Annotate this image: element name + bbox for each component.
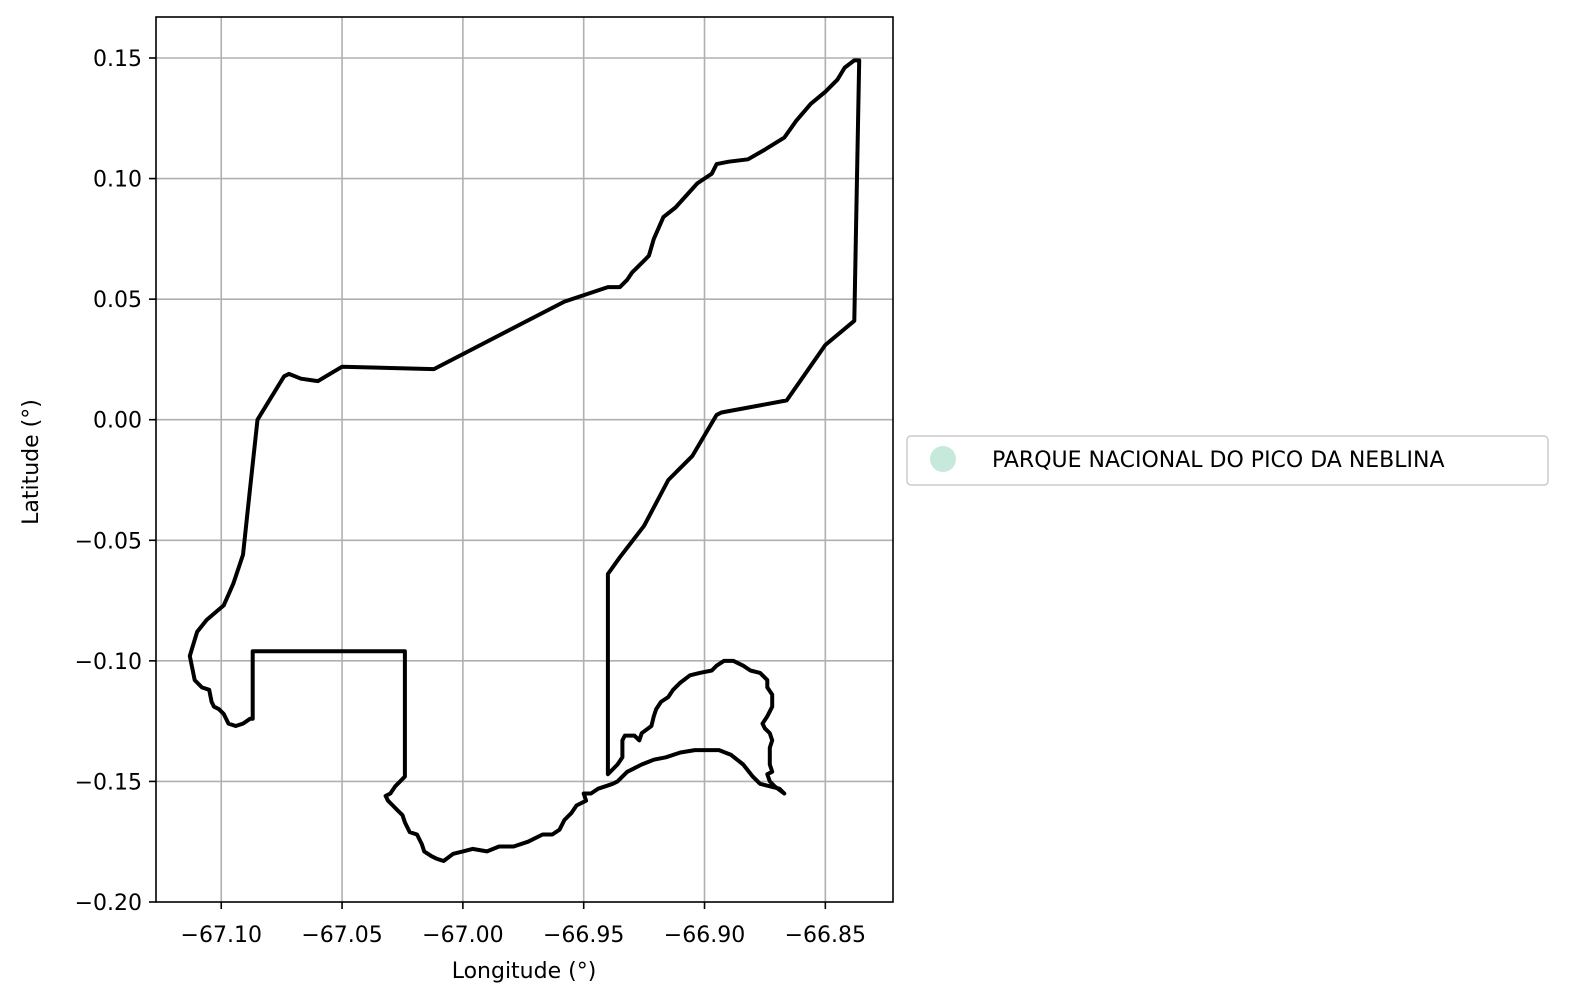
x-tick-label: −66.90 bbox=[664, 923, 745, 948]
park-boundary-outline bbox=[187, 58, 862, 863]
x-tick-label: −67.00 bbox=[422, 923, 503, 948]
y-tick-label: −0.05 bbox=[75, 529, 142, 554]
y-tick-label: 0.10 bbox=[93, 168, 142, 193]
x-tick-label: −66.95 bbox=[543, 923, 624, 948]
legend-marker-circle bbox=[930, 446, 956, 472]
axes-frame bbox=[155, 16, 894, 903]
gridlines bbox=[156, 17, 893, 902]
y-axis-label: Latitude (°) bbox=[19, 399, 44, 525]
x-tick-label: −66.85 bbox=[785, 923, 866, 948]
y-tick-label: 0.05 bbox=[93, 288, 142, 313]
park-boundary-layer bbox=[187, 58, 862, 863]
x-tick-label: −67.10 bbox=[181, 923, 262, 948]
legend: PARQUE NACIONAL DO PICO DA NEBLINA bbox=[906, 435, 1549, 486]
y-tick-label: −0.20 bbox=[75, 891, 142, 916]
x-axis-label: Longitude (°) bbox=[452, 959, 597, 984]
y-tick-label: −0.15 bbox=[75, 770, 142, 795]
y-tick-label: −0.10 bbox=[75, 650, 142, 675]
y-tick-label: 0.15 bbox=[93, 47, 142, 72]
y-axis-ticks: 0.15 0.10 0.05 0.00 −0.05 −0.10 −0.15 −0.20 bbox=[75, 47, 156, 916]
legend-box bbox=[906, 435, 1549, 486]
x-axis-ticks: −67.10 −67.05 −67.00 −66.95 −66.90 −66.85 bbox=[181, 902, 866, 948]
legend-label: PARQUE NACIONAL DO PICO DA NEBLINA bbox=[992, 448, 1445, 473]
y-tick-label: 0.00 bbox=[93, 409, 142, 434]
x-tick-label: −67.05 bbox=[301, 923, 382, 948]
